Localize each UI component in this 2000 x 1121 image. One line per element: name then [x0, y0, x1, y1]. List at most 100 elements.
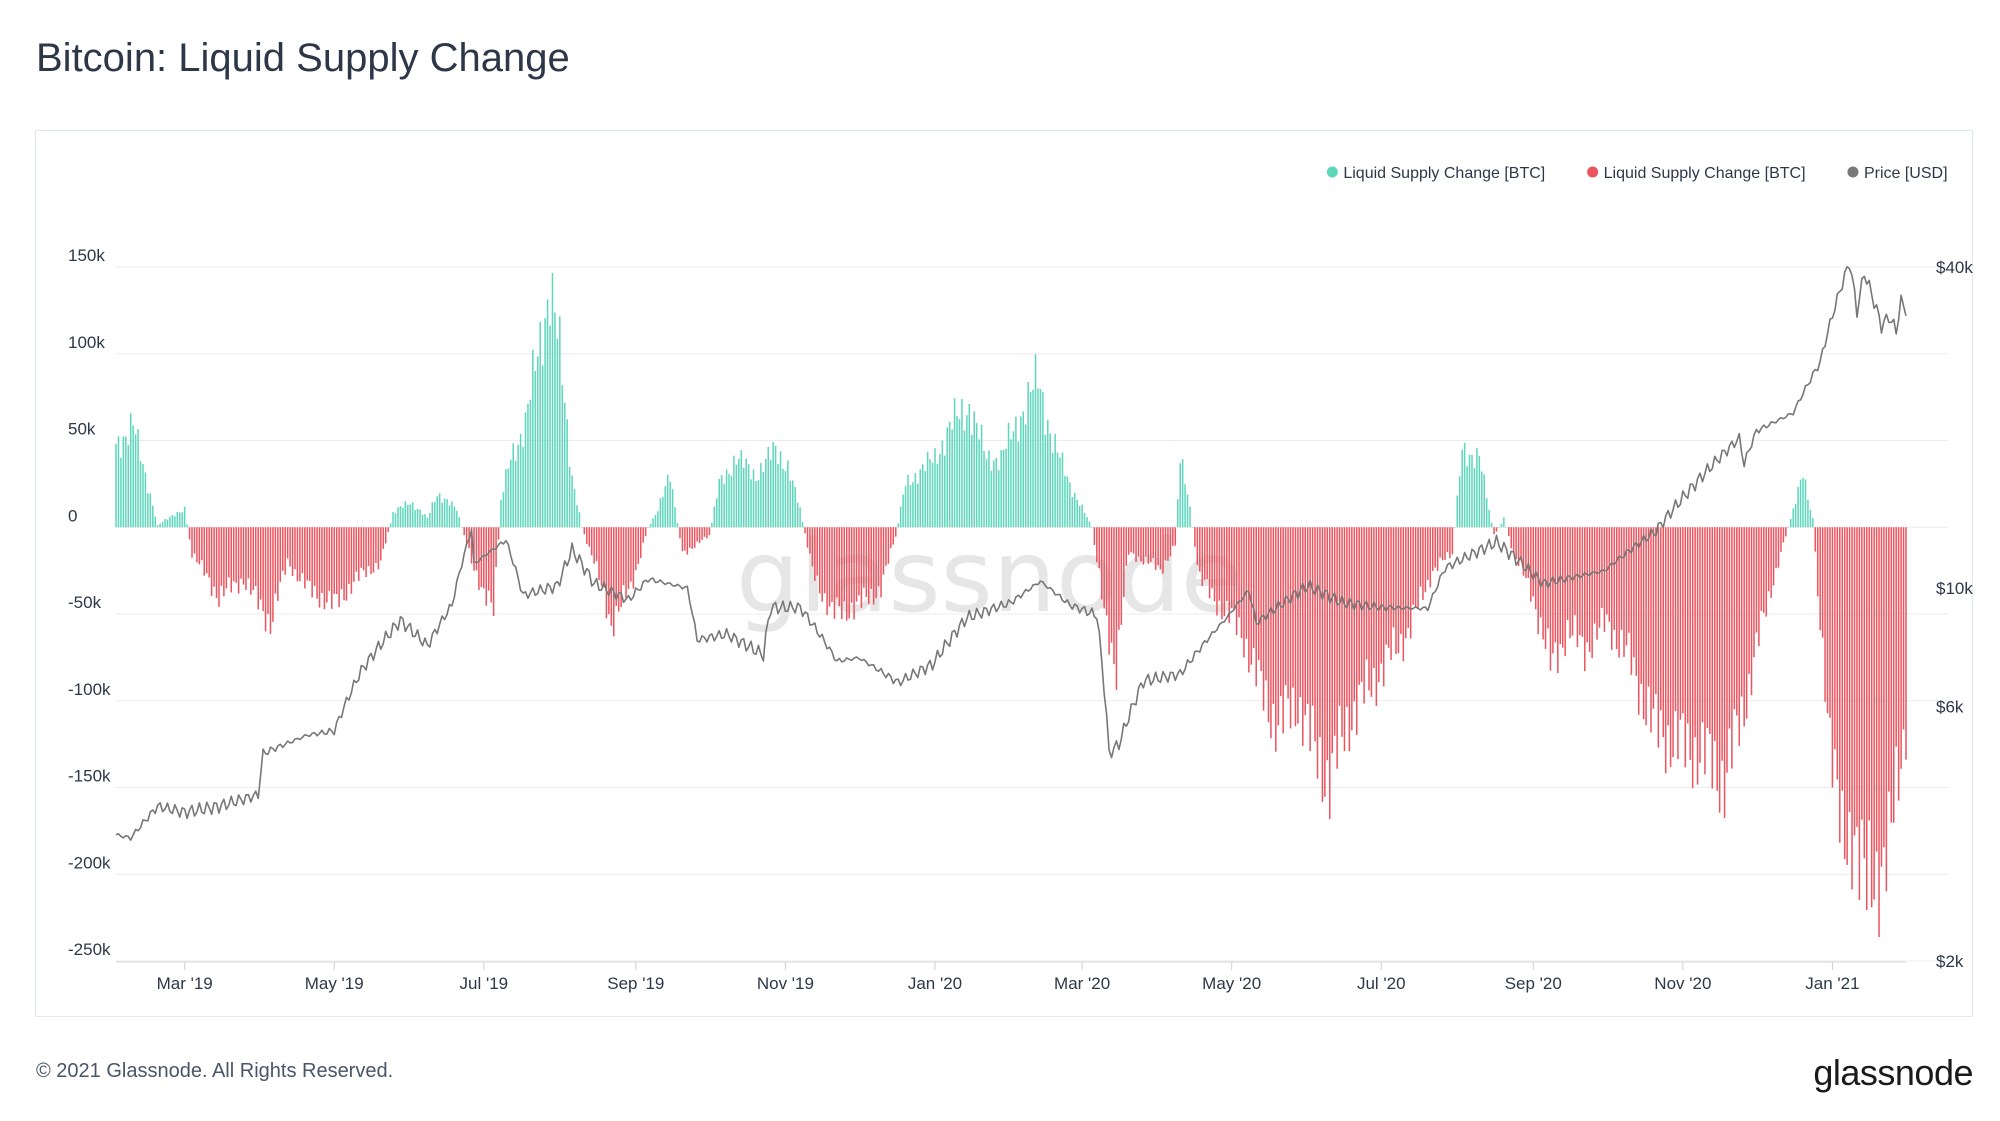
bar-positive	[1787, 527, 1790, 528]
bar-negative	[1321, 527, 1324, 802]
bar-negative	[644, 527, 647, 537]
bar-negative	[1152, 527, 1154, 558]
bar-negative	[1115, 527, 1118, 690]
bar-positive	[936, 463, 939, 528]
bar-positive	[1456, 495, 1459, 528]
bar-negative	[284, 527, 286, 575]
bar-positive	[431, 502, 434, 528]
copyright-text: © 2021 Glassnode. All Rights Reserved.	[36, 1060, 394, 1082]
bar-negative	[1495, 527, 1498, 532]
bar-negative	[1164, 527, 1167, 561]
bar-positive	[115, 443, 117, 528]
bar-negative	[1650, 527, 1652, 733]
legend-dot-icon	[1326, 166, 1338, 178]
x-tick-label: May '20	[1202, 974, 1261, 993]
bar-negative	[1314, 527, 1316, 742]
bar-positive	[941, 440, 944, 528]
bar-negative	[1245, 527, 1248, 639]
legend[interactable]: Liquid Supply Change [BTC] Liquid Supply …	[1326, 165, 1948, 182]
bar-negative	[1226, 527, 1228, 602]
bar-negative	[1267, 527, 1270, 723]
bar-positive	[578, 512, 581, 528]
bar-negative	[1713, 527, 1716, 741]
bar-negative	[610, 527, 613, 626]
y-axis-right: $40k $10k $6k $2k	[1936, 258, 1973, 971]
bar-negative	[836, 527, 838, 598]
bar-negative	[1875, 527, 1878, 852]
bar-negative	[703, 527, 706, 537]
bar-negative	[845, 527, 848, 621]
bar-negative	[1772, 527, 1775, 586]
bar-negative	[1299, 527, 1302, 698]
bar-negative	[465, 527, 468, 546]
bar-negative	[1355, 527, 1358, 735]
bar-negative	[1780, 527, 1782, 552]
page-title: Bitcoin: Liquid Supply Change	[36, 36, 570, 80]
legend-item[interactable]: Liquid Supply Change [BTC]	[1326, 165, 1545, 182]
bar-negative	[333, 527, 335, 594]
bar-negative	[1431, 527, 1434, 571]
legend-item[interactable]: Liquid Supply Change [BTC]	[1587, 165, 1806, 182]
bar-negative	[1329, 527, 1331, 820]
bar-positive	[154, 516, 156, 528]
bar-negative	[1096, 527, 1098, 563]
bar-positive	[767, 446, 770, 528]
bar-negative	[1103, 527, 1105, 609]
bar-positive	[156, 525, 159, 528]
bar-negative	[210, 527, 213, 596]
bar-negative	[375, 527, 377, 563]
bar-negative	[1093, 527, 1096, 546]
bar-negative	[811, 527, 814, 567]
bar-negative	[1289, 527, 1292, 729]
bar-positive	[142, 463, 144, 528]
bar-negative	[630, 527, 632, 582]
bar-positive	[676, 523, 679, 528]
bar-negative	[1637, 527, 1640, 715]
bar-positive	[1066, 476, 1069, 528]
bar-negative	[1333, 527, 1336, 736]
bar-negative	[1108, 527, 1110, 655]
bar-positive	[1083, 512, 1086, 528]
bar-negative	[1213, 527, 1216, 602]
bar-negative	[267, 527, 269, 614]
bar-positive	[147, 493, 149, 528]
bar-negative	[1885, 527, 1888, 892]
bar-negative	[291, 527, 294, 576]
bar-negative	[1758, 527, 1760, 647]
bar-negative	[1341, 527, 1343, 737]
y-right-tick-label: $2k	[1936, 952, 1964, 971]
bar-positive	[1466, 466, 1468, 528]
bar-positive	[529, 399, 532, 528]
bar-positive	[1034, 354, 1037, 528]
bar-negative	[1834, 527, 1836, 750]
bar-negative	[497, 527, 500, 540]
bar-negative	[1422, 527, 1424, 600]
bar-positive	[181, 512, 183, 528]
bar-negative	[1826, 527, 1829, 714]
bar-negative	[1628, 527, 1630, 633]
bar-negative	[1446, 527, 1449, 552]
bar-negative	[1829, 527, 1831, 718]
x-axis: Mar '19 May '19 Jul '19 Sep '19 Nov '19 Jan '…	[116, 961, 1906, 993]
bar-positive	[664, 486, 667, 528]
bar-negative	[1348, 527, 1351, 752]
bar-negative	[323, 527, 326, 610]
bar-positive	[904, 486, 907, 528]
bar-negative	[1728, 527, 1731, 729]
bar-positive	[546, 299, 549, 528]
bar-negative	[1753, 527, 1755, 658]
bar-negative	[1660, 527, 1662, 711]
bar-positive	[448, 505, 451, 528]
bar-negative	[1841, 527, 1844, 791]
legend-item[interactable]: Price [USD]	[1847, 165, 1948, 182]
bar-negative	[1230, 527, 1233, 608]
bar-negative	[1449, 527, 1451, 559]
bar-negative	[191, 527, 193, 558]
bar-negative	[1127, 527, 1130, 555]
bar-positive	[460, 527, 463, 528]
bar-negative	[843, 527, 846, 602]
bars-layer	[115, 272, 1907, 938]
bar-positive	[944, 455, 946, 528]
bar-positive	[1044, 434, 1047, 528]
bar-negative	[1510, 527, 1512, 549]
